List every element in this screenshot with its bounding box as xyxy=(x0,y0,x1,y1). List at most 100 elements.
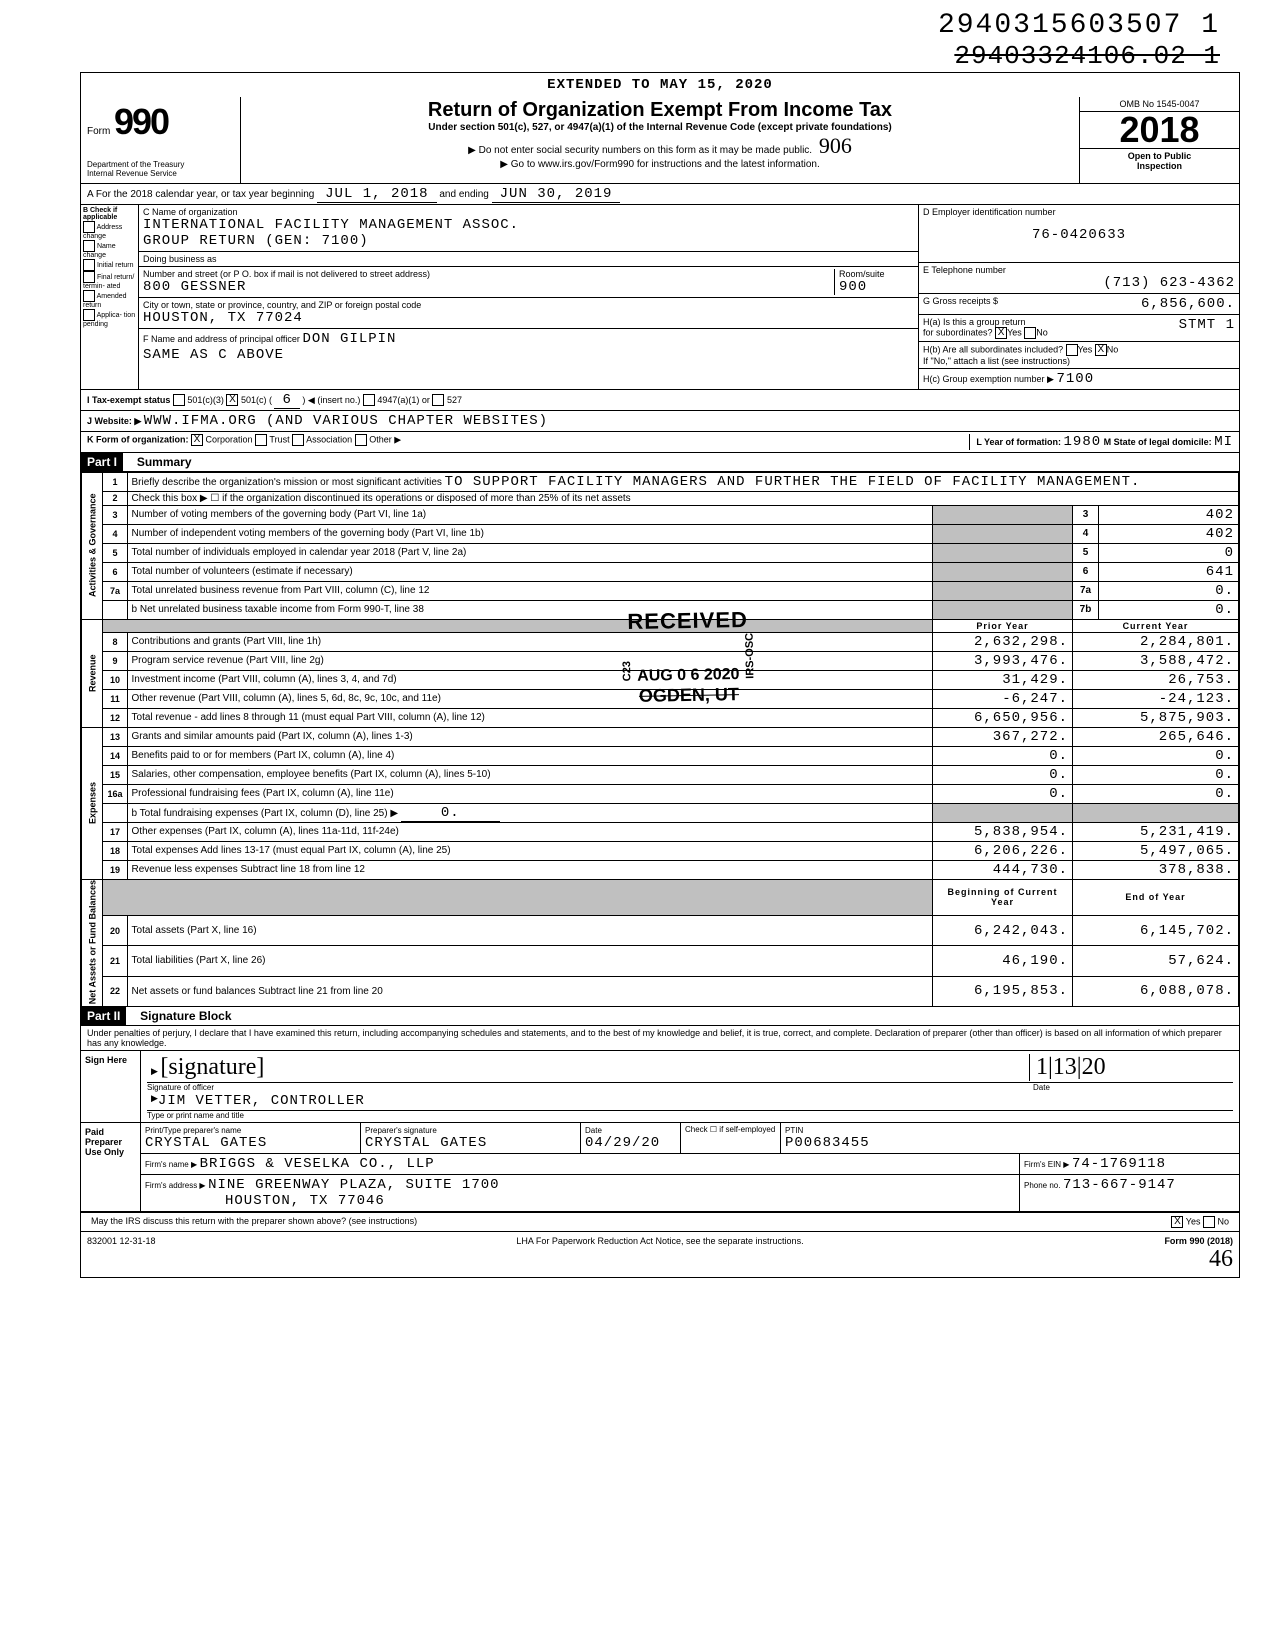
exp-13-py: 367,272. xyxy=(933,727,1073,746)
form-label: Form xyxy=(87,126,110,137)
ptin-value: P00683455 xyxy=(785,1135,870,1151)
net-20-cy: 6,145,702. xyxy=(1073,916,1239,946)
hb-no-box: X xyxy=(1095,344,1107,356)
gov-5-box: 5 xyxy=(1073,543,1099,562)
exp-17-n: 17 xyxy=(103,822,127,841)
rev-8-cy: 2,284,801. xyxy=(1073,632,1239,651)
firm-addr-label: Firm's address ▶ xyxy=(145,1181,206,1190)
rev-11-cy: -24,123. xyxy=(1073,689,1239,708)
gov-7b-box: 7b xyxy=(1073,600,1099,619)
k-other: Other ▶ xyxy=(369,434,401,444)
ha-yes-box: X xyxy=(995,327,1007,339)
gov-7b-val: 0. xyxy=(1099,600,1239,619)
b-heading: B Check if applicable xyxy=(83,207,117,221)
exp-row-18: 18Total expenses Add lines 13-17 (must e… xyxy=(82,841,1239,860)
i-501c3: 501(c)(3) xyxy=(187,395,224,405)
exp-19-cy: 378,838. xyxy=(1073,860,1239,879)
i-501c: 501(c) ( xyxy=(241,395,272,405)
exp-16a-desc: Professional fundraising fees (Part IX, … xyxy=(127,784,932,803)
gov-7a-box: 7a xyxy=(1073,581,1099,600)
top-stamp-number: 2940315603507 1 xyxy=(938,10,1220,41)
sign-date: 1|13|20 xyxy=(1029,1054,1229,1081)
officer-addr: SAME AS C ABOVE xyxy=(143,347,284,363)
exp-18-cy: 5,497,065. xyxy=(1073,841,1239,860)
b-amended: Amended return xyxy=(83,290,136,309)
line1-label: Briefly describe the organization's miss… xyxy=(132,477,442,488)
exp-16b-n xyxy=(103,803,127,822)
gross-receipts: 6,856,600. xyxy=(1141,296,1235,312)
net-row-22: 22Net assets or fund balances Subtract l… xyxy=(82,976,1239,1006)
exp-row-19: 19Revenue less expenses Subtract line 18… xyxy=(82,860,1239,879)
gov-4-val: 402 xyxy=(1099,524,1239,543)
footer-code: 832001 12-31-18 xyxy=(87,1236,156,1273)
gov-6-desc: Total number of volunteers (estimate if … xyxy=(127,562,932,581)
row-i: I Tax-exempt status 501(c)(3) X 501(c) (… xyxy=(81,390,1239,411)
gov-3-desc: Number of voting members of the governin… xyxy=(127,505,932,524)
rev-10-desc: Investment income (Part VIII, column (A)… xyxy=(127,670,932,689)
exp-16b-py xyxy=(933,803,1073,822)
net-20-n: 20 xyxy=(103,916,127,946)
k-assoc-box xyxy=(292,434,304,446)
year-formation: 1980 xyxy=(1064,434,1102,450)
rev-10-py: 31,429. xyxy=(933,670,1073,689)
officer-name: DON GILPIN xyxy=(302,331,396,347)
received-stamp: RECEIVED C23 AUG 0 6 2020 IRS-OSC OGDEN,… xyxy=(620,607,756,707)
gov-row-3: 3Number of voting members of the governi… xyxy=(82,505,1239,524)
paid-preparer-label: Paid Preparer Use Only xyxy=(81,1123,141,1211)
net-21-py: 46,190. xyxy=(933,946,1073,976)
beg-year-header: Beginning of Current Year xyxy=(933,879,1073,916)
stamp-ogden: OGDEN, UT xyxy=(621,684,756,707)
exp-15-cy: 0. xyxy=(1073,765,1239,784)
b-addr-change: Address change xyxy=(83,221,136,240)
street-address: 800 GESSNER xyxy=(143,279,246,295)
preparer-signature: CRYSTAL GATES xyxy=(365,1135,487,1151)
b-initial: Initial return xyxy=(83,259,136,271)
form-990-page: EXTENDED TO MAY 15, 2020 Form 990 Depart… xyxy=(80,72,1240,1278)
rev-9-desc: Program service revenue (Part VIII, line… xyxy=(127,651,932,670)
m-label: M State of legal domicile: xyxy=(1104,437,1212,447)
org-name-2: GROUP RETURN (GEN: 7100) xyxy=(143,233,369,249)
exp-17-cy: 5,231,419. xyxy=(1073,822,1239,841)
i-4947: 4947(a)(1) or xyxy=(377,395,430,405)
exp-13-cy: 265,646. xyxy=(1073,727,1239,746)
summary-table: Activities & Governance 1 Briefly descri… xyxy=(81,472,1239,1007)
perjury-statement: Under penalties of perjury, I declare th… xyxy=(81,1026,1239,1051)
row-a-label: A For the 2018 calendar year, or tax yea… xyxy=(87,189,314,200)
stamp-date: AUG 0 6 2020 xyxy=(637,666,740,685)
section-expenses: Expenses xyxy=(82,727,103,879)
exp-18-desc: Total expenses Add lines 13-17 (must equ… xyxy=(127,841,932,860)
gov-3-n: 3 xyxy=(103,505,127,524)
line-1-num: 1 xyxy=(103,472,127,491)
firm-addr-2: HOUSTON, TX 77046 xyxy=(145,1193,385,1209)
gov-5-n: 5 xyxy=(103,543,127,562)
i-4947-box xyxy=(363,394,375,406)
exp-18-py: 6,206,226. xyxy=(933,841,1073,860)
b-item-2: Initial return xyxy=(97,261,134,268)
sig-date-label: Date xyxy=(1033,1083,1233,1092)
row-kl: K Form of organization: X Corporation Tr… xyxy=(81,432,1239,453)
block-bcde: B Check if applicable Address change Nam… xyxy=(81,205,1239,390)
form-header: Form 990 Department of the Treasury Inte… xyxy=(81,97,1239,184)
exp-17-py: 5,838,954. xyxy=(933,822,1073,841)
state-domicile: MI xyxy=(1214,434,1233,450)
gov-7b-n xyxy=(103,600,127,619)
city-state-zip: HOUSTON, TX 77024 xyxy=(143,310,303,326)
i-501c-box: X xyxy=(226,394,238,406)
gov-5-val: 0 xyxy=(1099,543,1239,562)
exp-19-n: 19 xyxy=(103,860,127,879)
k-corp-box: X xyxy=(191,434,203,446)
exp-row-16b: b Total fundraising expenses (Part IX, c… xyxy=(82,803,1239,822)
phone-number: (713) 623-4362 xyxy=(923,275,1235,291)
exp-15-desc: Salaries, other compensation, employee b… xyxy=(127,765,932,784)
mission-text: TO SUPPORT FACILITY MANAGERS AND FURTHER… xyxy=(445,474,1141,490)
preparer-name: CRYSTAL GATES xyxy=(145,1135,267,1151)
k-trust-box xyxy=(255,434,267,446)
stmt-1: STMT 1 xyxy=(1179,317,1235,333)
net-21-n: 21 xyxy=(103,946,127,976)
instruct-ssn: ▶ Do not enter social security numbers o… xyxy=(468,145,812,156)
discuss-question: May the IRS discuss this return with the… xyxy=(85,1214,1165,1230)
stamp-received: RECEIVED xyxy=(620,607,755,635)
exp-16a-n: 16a xyxy=(103,784,127,803)
exp-18-n: 18 xyxy=(103,841,127,860)
fund-exp: 0. xyxy=(401,805,500,822)
